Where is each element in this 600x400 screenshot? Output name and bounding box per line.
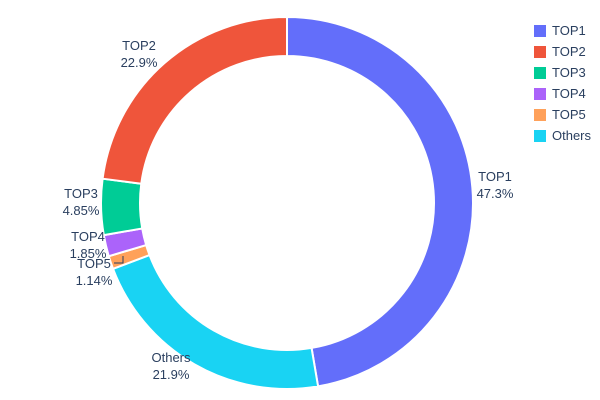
slice-label-top1: TOP1 47.3% [477,169,514,201]
legend-swatch-top3 [534,66,546,79]
legend-swatch-top5 [534,108,546,121]
slice-label-top2: TOP2 22.9% [121,38,158,70]
legend-item-top2[interactable]: TOP2 [534,45,591,58]
legend-swatch-others [534,129,546,142]
legend-swatch-top4 [534,87,546,100]
pie-slice-top1[interactable] [286,15,474,388]
legend-label: TOP4 [552,86,586,101]
legend-swatch-top1 [534,24,546,37]
legend-label: TOP5 [552,107,586,122]
pie-slice-top2[interactable] [101,15,288,185]
pie-slice-top3[interactable] [100,177,144,237]
legend-item-top1[interactable]: TOP1 [534,24,591,37]
slice-label-top3: TOP3 4.85% [63,186,100,218]
slice-label-top4: TOP4 1.85% [70,229,107,261]
legend-label: TOP1 [552,23,586,38]
legend-item-top5[interactable]: TOP5 [534,108,591,121]
legend-item-top3[interactable]: TOP3 [534,66,591,79]
legend-label: TOP3 [552,65,586,80]
pie-slice-others[interactable] [111,253,320,390]
legend-swatch-top2 [534,45,546,58]
legend-item-top4[interactable]: TOP4 [534,87,591,100]
slice-label-top5: TOP5 1.14% [76,256,113,288]
slice-label-others: Others 21.9% [151,350,191,382]
legend: TOP1 TOP2 TOP3 TOP4 TOP5 Others [534,24,591,142]
legend-label: TOP2 [552,44,586,59]
top5-leader-line [114,256,124,264]
legend-item-others[interactable]: Others [534,129,591,142]
legend-label: Others [552,128,592,143]
